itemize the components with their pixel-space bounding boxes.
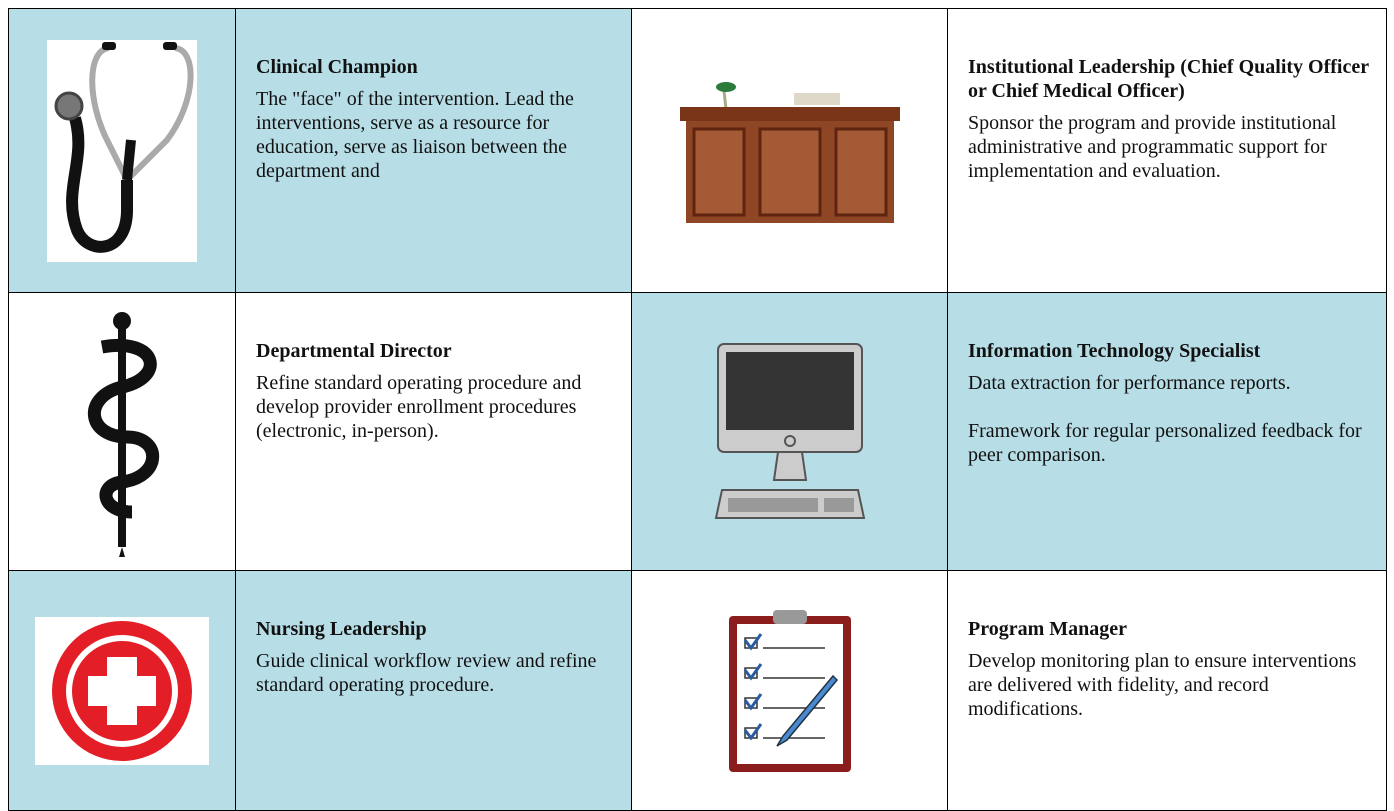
role-cell: Nursing Leadership Guide clinical workflo…	[235, 570, 632, 811]
paragraph: Refine standard operating procedure and …	[256, 372, 582, 442]
role-description: Guide clinical workflow review and refin…	[256, 649, 619, 697]
paragraph: Data extraction for performance reports.	[968, 372, 1291, 394]
icon-cell	[8, 570, 236, 811]
caduceus-icon	[88, 311, 160, 557]
row: Clinical Champion The "face" of the inter…	[8, 8, 1387, 293]
row: Nursing Leadership Guide clinical workflo…	[8, 570, 1387, 811]
role-description: Data extraction for performance reports.…	[968, 371, 1374, 467]
clipboard-icon	[728, 609, 851, 772]
role-title: Nursing Leadership	[256, 618, 427, 640]
role-description: The "face" of the intervention. Lead the…	[256, 87, 619, 183]
icon-cell	[8, 292, 236, 571]
role-cell: Departmental Director Refine standard ope…	[235, 292, 632, 571]
paragraph: The "face" of the intervention. Lead the…	[256, 88, 574, 182]
role-title: Program Manager	[968, 618, 1128, 640]
icon-cell	[631, 570, 948, 811]
role-description: Sponsor the program and provide institut…	[968, 111, 1374, 183]
role-title: Information Technology Specialist	[968, 340, 1261, 362]
icon-cell	[631, 292, 948, 571]
paragraph: Framework for regular personalized feedb…	[968, 420, 1362, 466]
role-title: Clinical Champion	[256, 56, 418, 78]
role-title: Departmental Director	[256, 340, 452, 362]
role-cell: Clinical Champion The "face" of the inter…	[235, 8, 632, 293]
stethoscope-icon	[47, 39, 197, 262]
desk-icon	[679, 81, 900, 223]
role-cell: Institutional Leadership (Chief Quality …	[947, 8, 1387, 293]
role-cell: Program Manager Develop monitoring plan t…	[947, 570, 1387, 811]
role-title: Institutional Leadership (Chief Quality …	[968, 56, 1369, 102]
roles-table: Clinical Champion The "face" of the inter…	[8, 8, 1387, 811]
role-description: Develop monitoring plan to ensure interv…	[968, 649, 1374, 721]
row: Departmental Director Refine standard ope…	[8, 292, 1387, 571]
icon-cell	[8, 8, 236, 293]
role-description: Refine standard operating procedure and …	[256, 371, 619, 443]
paragraph: Develop monitoring plan to ensure interv…	[968, 650, 1357, 720]
red-cross-icon	[35, 616, 209, 765]
paragraph: Guide clinical workflow review and refin…	[256, 650, 597, 696]
role-cell: Information Technology Specialist Data ex…	[947, 292, 1387, 571]
icon-cell	[631, 8, 948, 293]
computer-icon	[714, 342, 865, 519]
paragraph: Sponsor the program and provide institut…	[968, 112, 1337, 182]
